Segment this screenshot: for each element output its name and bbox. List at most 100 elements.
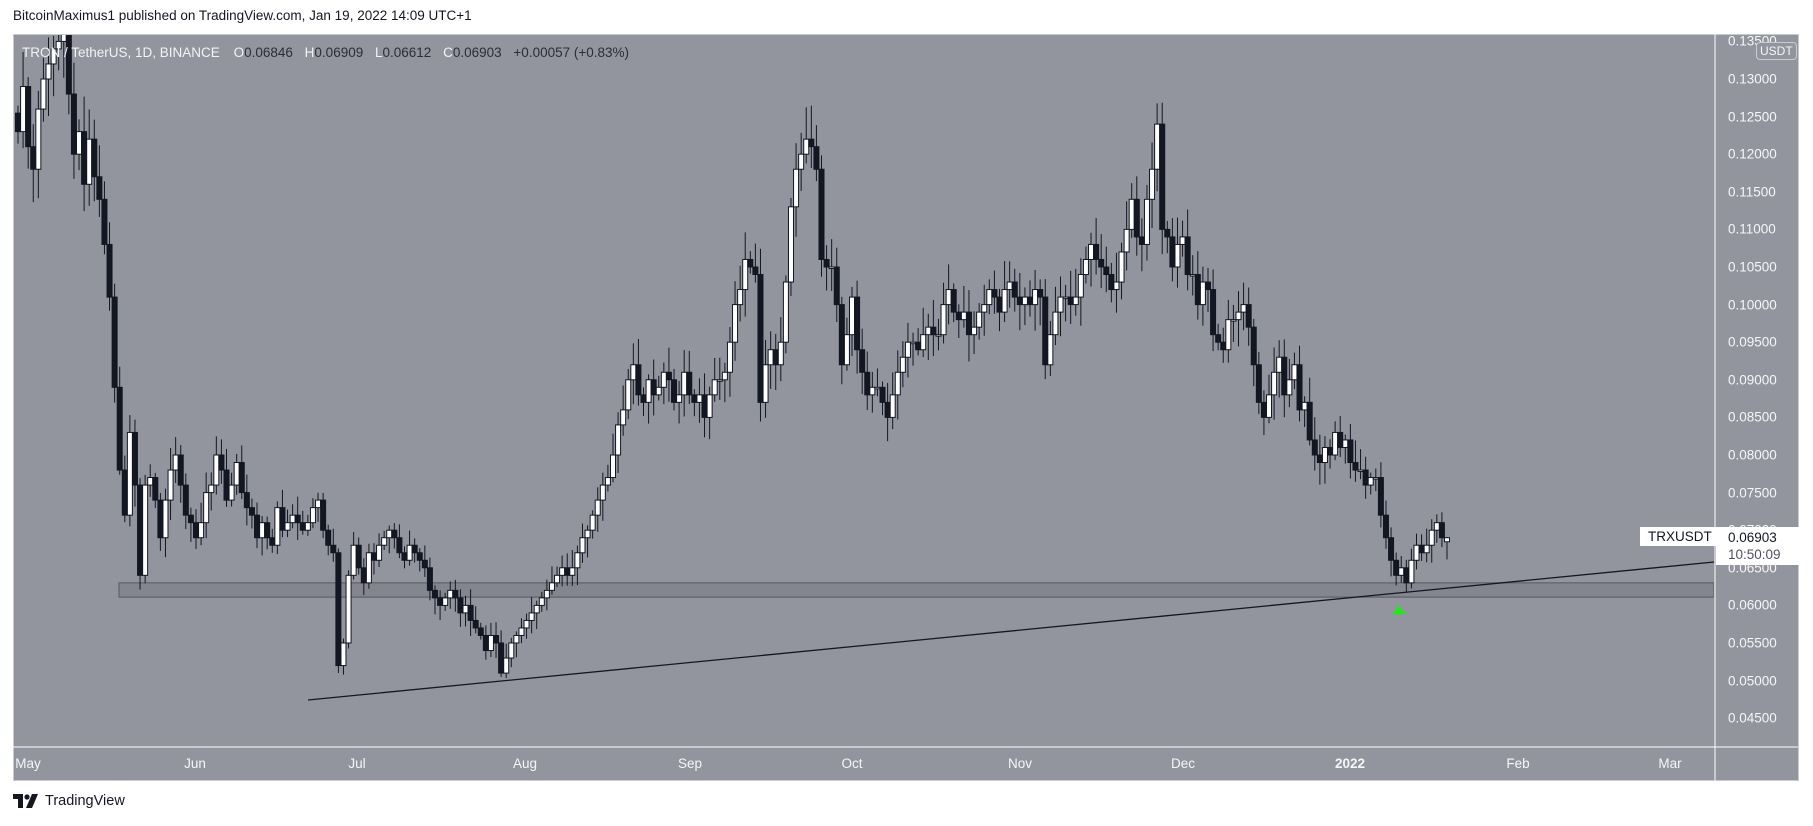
price-tick-label: 0.06000 xyxy=(1728,597,1777,613)
candle-body xyxy=(609,454,616,479)
candle-body xyxy=(45,63,52,80)
candle-body xyxy=(1260,401,1267,418)
candle-body xyxy=(25,86,32,148)
candle-body xyxy=(503,657,510,674)
candle-body xyxy=(965,311,972,336)
candle-body xyxy=(1006,281,1013,291)
candle-body xyxy=(365,552,372,584)
candle-body xyxy=(320,499,327,531)
candle-body xyxy=(732,304,739,343)
candle-body xyxy=(1352,462,1359,471)
candle-body xyxy=(467,604,474,621)
candle-body xyxy=(50,48,57,65)
price-tick-label: 0.10500 xyxy=(1728,259,1777,275)
candle-body xyxy=(859,349,866,373)
candle-body xyxy=(269,537,276,546)
candle-body xyxy=(96,176,103,200)
time-tick-label: Aug xyxy=(512,756,538,771)
footer-brand[interactable]: TradingView xyxy=(45,793,125,809)
candle-body xyxy=(721,371,728,381)
legend-high-value: 0.06909 xyxy=(314,45,364,60)
time-tick-label: Dec xyxy=(1170,756,1196,771)
candle-body xyxy=(879,386,886,403)
candle-body xyxy=(925,326,932,336)
candle-body xyxy=(1057,296,1064,313)
candle-body xyxy=(432,589,439,599)
candle-body xyxy=(559,567,566,576)
candle-body xyxy=(1255,364,1262,403)
price-tick-label: 0.08000 xyxy=(1728,447,1777,463)
candle-body xyxy=(111,296,118,388)
time-tick-label: Oct xyxy=(841,756,863,771)
time-tick-label: Nov xyxy=(1007,756,1033,771)
candle-body xyxy=(70,93,77,155)
legend-close-value: 0.06903 xyxy=(452,45,502,60)
candle-body xyxy=(676,394,683,403)
candle-body xyxy=(162,499,169,539)
candle-body xyxy=(416,552,423,561)
candle-body xyxy=(508,642,515,659)
candle-body xyxy=(1026,296,1033,306)
candle-body xyxy=(701,394,708,418)
candle-body xyxy=(528,612,535,621)
candle-body xyxy=(691,394,698,403)
candle-body xyxy=(131,431,138,486)
candle-body xyxy=(1143,198,1150,245)
price-tick-label: 0.07500 xyxy=(1728,485,1777,501)
currency-unit-badge[interactable]: USDT xyxy=(1756,42,1797,60)
candle-body xyxy=(1428,529,1435,546)
candle-body xyxy=(218,454,225,471)
legend-symbol[interactable]: TRON / TetherUS, 1D, BINANCE xyxy=(22,45,220,60)
candle-body xyxy=(192,522,199,539)
candle-body xyxy=(157,499,164,539)
candle-body xyxy=(396,537,403,554)
candle-body xyxy=(452,589,459,599)
candle-body xyxy=(910,341,917,345)
candle-body xyxy=(1194,274,1201,306)
candle-body xyxy=(1032,289,1039,306)
candle-body xyxy=(1296,364,1303,411)
candle-body xyxy=(198,522,205,539)
candle-body xyxy=(1113,281,1120,291)
candle-body xyxy=(1067,296,1074,306)
legend-change: +0.00057 (+0.83%) xyxy=(513,45,630,60)
candle-body xyxy=(737,289,744,306)
candle-body xyxy=(376,544,383,561)
candle-body xyxy=(513,634,520,644)
candle-body xyxy=(1433,522,1440,531)
candle-body xyxy=(615,424,622,456)
candle-body xyxy=(1316,454,1323,464)
candle-body xyxy=(523,619,530,629)
candle-body xyxy=(1215,334,1222,343)
candle-body xyxy=(345,574,352,644)
candle-body xyxy=(304,522,311,531)
candle-body xyxy=(65,35,72,95)
time-tick-label: Jun xyxy=(184,756,206,771)
candle-body xyxy=(843,334,850,366)
candle-body xyxy=(1306,401,1313,441)
candle-body xyxy=(213,454,220,486)
candle-body xyxy=(493,634,500,644)
chart-area[interactable] xyxy=(13,34,1799,781)
candle-body xyxy=(950,289,957,313)
candle-body xyxy=(309,507,316,524)
candle-body xyxy=(584,529,591,539)
candle-body xyxy=(518,627,525,636)
candle-body xyxy=(849,296,856,336)
candle-body xyxy=(1347,439,1354,464)
candle-body xyxy=(274,507,281,546)
candle-body xyxy=(1245,304,1252,328)
candle-body xyxy=(472,619,479,629)
candle-body xyxy=(665,371,672,381)
candle-body xyxy=(137,484,144,576)
candle-body xyxy=(1423,544,1430,554)
candle-body xyxy=(640,394,647,403)
candle-body xyxy=(1235,311,1242,321)
candle-body xyxy=(971,326,978,336)
candle-body xyxy=(391,529,398,539)
candle-body xyxy=(1108,274,1115,291)
candle-body xyxy=(854,296,861,351)
candle-body xyxy=(706,394,713,418)
candle-body xyxy=(1164,228,1171,238)
